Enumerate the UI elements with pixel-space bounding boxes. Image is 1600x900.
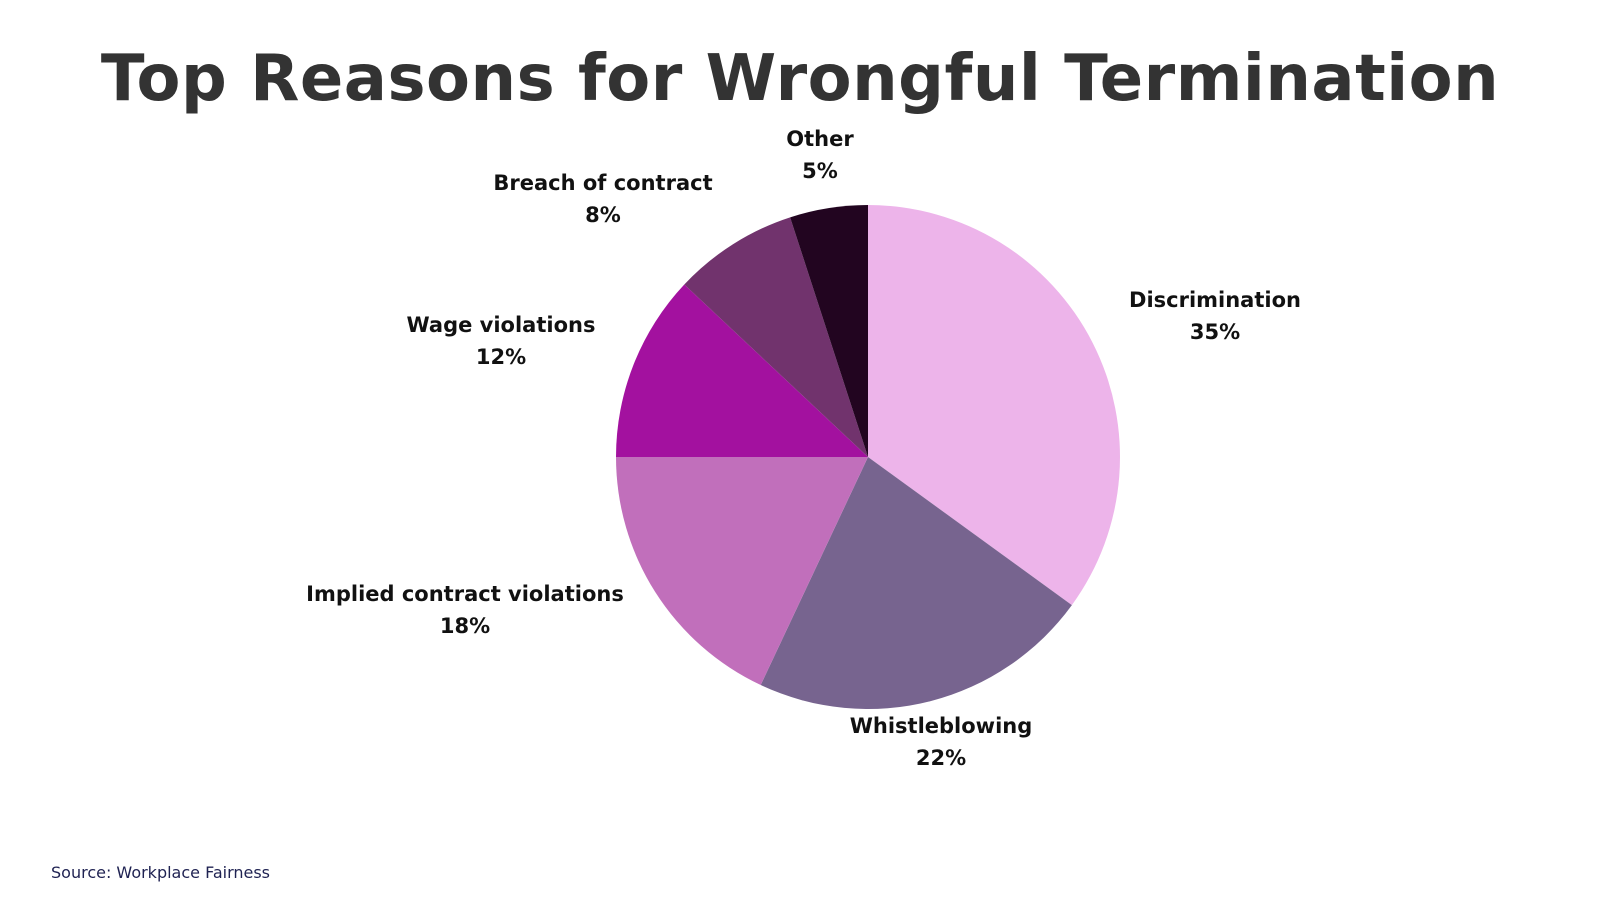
- source-note: Source: Workplace Fairness: [51, 863, 271, 882]
- slice-label: Breach of contract: [493, 171, 712, 195]
- slice-value-label: 35%: [1190, 320, 1240, 344]
- slice-value-label: 8%: [585, 203, 621, 227]
- pie-slice-implied-contract-violations: [616, 457, 868, 686]
- pie-slice-discrimination: [868, 205, 1120, 606]
- slice-label: Whistleblowing: [850, 714, 1033, 738]
- pie-labels: Discrimination 35% Whistleblowing 22% Implie…: [306, 127, 1301, 770]
- slice-label: Discrimination: [1129, 288, 1301, 312]
- slice-label: Implied contract violations: [306, 582, 624, 606]
- slice-label: Wage violations: [407, 313, 596, 337]
- slice-value-label: 5%: [802, 159, 838, 183]
- chart-title: Top Reasons for Wrongful Termination: [100, 42, 1500, 116]
- pie-slice-wage-violations: [616, 284, 868, 457]
- pie-slices: [616, 204, 1120, 710]
- pie-slice-other: [790, 204, 868, 457]
- pie-slice-breach-of-contract: [684, 217, 868, 457]
- slice-value-label: 22%: [916, 746, 966, 770]
- pie-slice-whistleblowing: [760, 457, 1072, 710]
- slice-value-label: 18%: [440, 614, 490, 638]
- slice-label: Other: [786, 127, 854, 151]
- slice-value-label: 12%: [476, 345, 526, 369]
